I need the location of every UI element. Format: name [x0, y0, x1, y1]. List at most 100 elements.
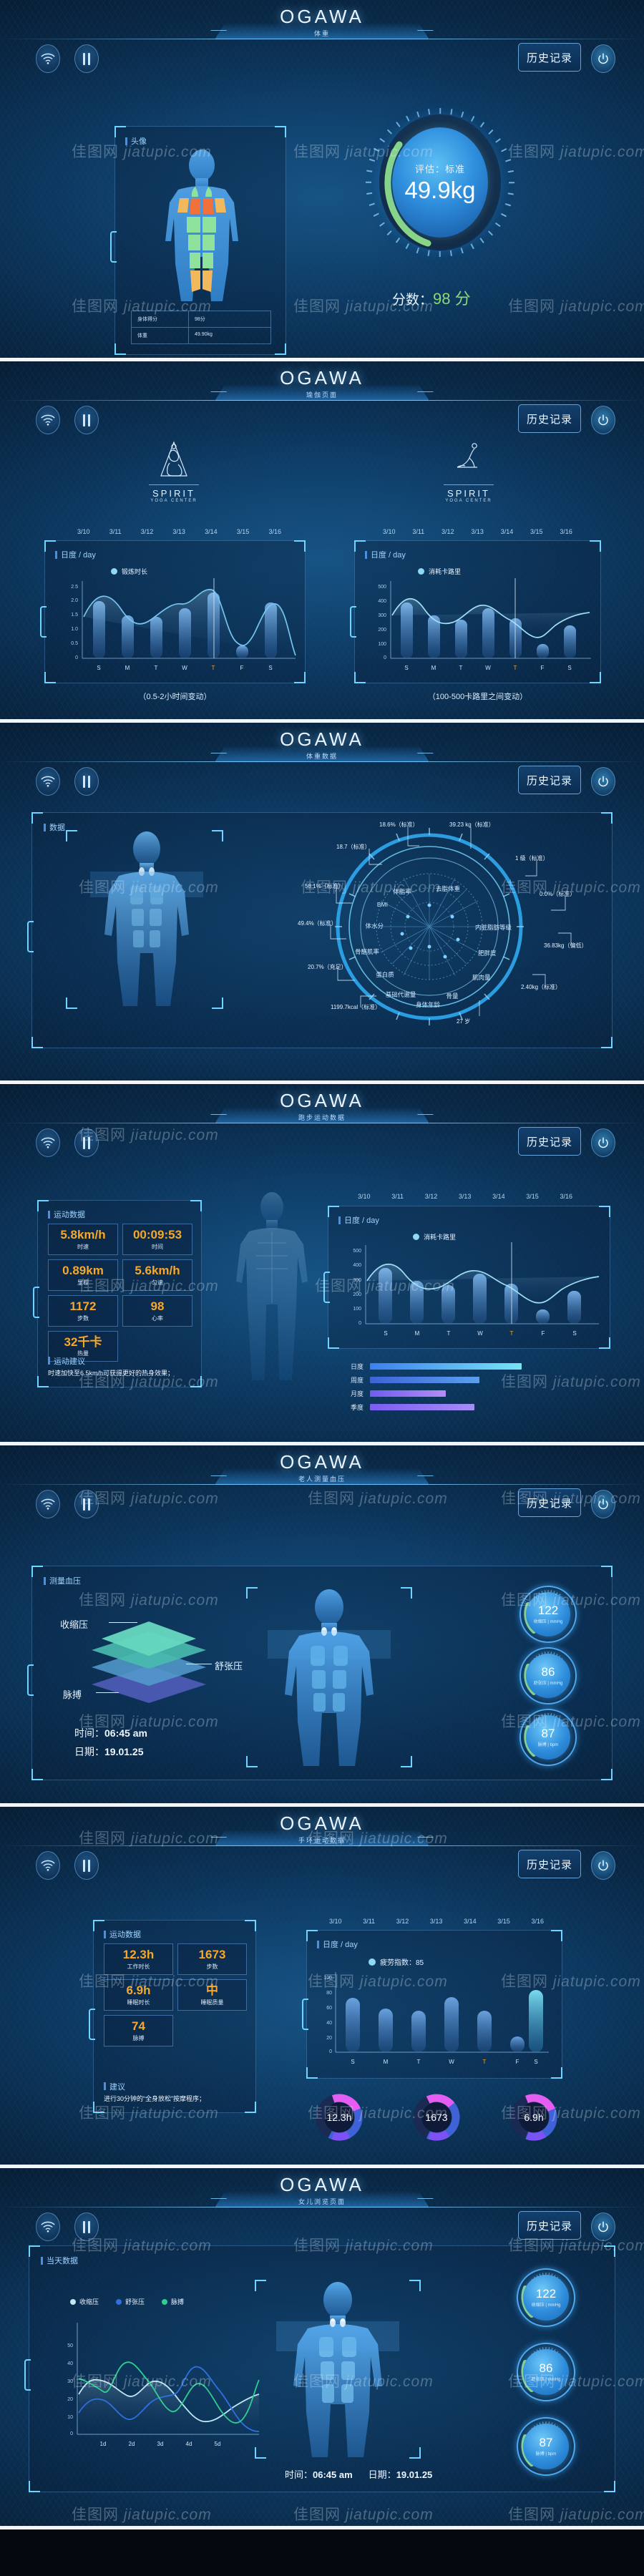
history-button[interactable]: 历史记录 [518, 1850, 581, 1878]
date-row: 日期：19.01.25 [74, 1745, 144, 1759]
advice-text: 进行30分钟的“全身放松”按摩程序； [104, 2094, 206, 2102]
stat-value: 中 [206, 1983, 218, 1997]
gauge-ticks [520, 2272, 572, 2323]
callout: 58.1%（标准） [305, 883, 344, 889]
brand-title: OGAWA [280, 728, 364, 750]
header-line-right [429, 1484, 644, 1485]
calories-chart: 500 400 300 200 100 0 S M T W T F S [378, 578, 591, 671]
scan-bracket-bl [255, 2447, 266, 2459]
wifi-icon[interactable] [36, 767, 60, 796]
card-title: 运动数据 [48, 1209, 85, 1220]
date-row-left: 3/10 3/11 3/12 3/13 3/14 3/15 3/16 [77, 528, 281, 535]
gauge-assess-label: 评估：标准 [414, 163, 465, 175]
stat-label: 睡眠质量 [200, 1999, 224, 2006]
svg-text:BMI: BMI [377, 901, 388, 908]
table-cell-key: 体重 [132, 328, 189, 343]
power-icon[interactable] [591, 1851, 615, 1880]
power-icon[interactable] [591, 406, 615, 434]
history-button[interactable]: 历史记录 [518, 1127, 581, 1156]
stat-value: 74 [132, 2019, 145, 2033]
chart-legend: 锻炼时长 [111, 567, 147, 576]
donut-ring [316, 2094, 363, 2141]
body-figure [165, 150, 238, 301]
pause-icon[interactable] [74, 2212, 99, 2241]
power-icon[interactable] [591, 44, 615, 73]
legend-label: 收缩压 [79, 2298, 99, 2306]
chart-card-calories: 日度 / day 消耗卡路里 500 400 300 200 100 0 [350, 540, 601, 683]
header-bar [215, 385, 429, 401]
stat-label: 里程 [77, 1279, 89, 1286]
wifi-icon[interactable] [36, 2212, 60, 2241]
svg-text:T: T [483, 2059, 487, 2065]
date-tick: 3/10 [383, 528, 396, 535]
stat-work-hours: 12.3h 工作时长 [104, 1943, 173, 1975]
wifi-icon[interactable] [36, 44, 60, 73]
progress-bar-monthly [370, 1390, 446, 1397]
callout: 1 级（标准） [515, 855, 549, 862]
score-row: 分数：98 分 [392, 286, 471, 309]
pause-icon[interactable] [74, 767, 99, 796]
legend-item: 舒张压 [116, 2297, 145, 2306]
wifi-icon[interactable] [36, 1851, 60, 1880]
calories-chart: 500 400 300 200 100 0 S M T W T F S [353, 1242, 600, 1337]
stat-value: 00:09:53 [132, 1228, 182, 1241]
legend-dot [418, 568, 424, 575]
callout: 49.4%（标准） [298, 920, 337, 927]
wifi-icon[interactable] [36, 1490, 60, 1518]
body-figure [268, 1589, 391, 1766]
history-button[interactable]: 历史记录 [518, 2211, 581, 2240]
panel-wristband: OGAWA 手环运动数据 历史记录 运动数据 12.3h 工作时长 1673 [0, 1807, 644, 2168]
history-button[interactable]: 历史记录 [518, 1488, 581, 1517]
power-icon[interactable] [591, 2212, 615, 2241]
gauge-ring [517, 2268, 575, 2327]
legend-label: 消耗卡路里 [424, 1234, 457, 1241]
date-row: 3/10 3/11 3/12 3/13 3/14 3/15 3/16 [329, 1918, 544, 1925]
stat-steps: 1172 步数 [48, 1294, 118, 1327]
table-cell-value: 98分 [195, 317, 205, 322]
svg-text:200: 200 [353, 1292, 361, 1297]
svg-text:2.0: 2.0 [71, 598, 78, 603]
history-button[interactable]: 历史记录 [518, 404, 581, 433]
legend-dot [111, 568, 117, 575]
gauge-ring [519, 1709, 577, 1766]
legend-dot [369, 1958, 376, 1966]
pause-icon[interactable] [74, 1128, 99, 1157]
svg-text:T: T [447, 1330, 451, 1337]
chart-legend: 收缩压 舒张压 脉搏 [70, 2297, 184, 2306]
stat-label: 时速 [77, 1243, 89, 1250]
pause-icon[interactable] [74, 406, 99, 434]
logo-sub: YOGA CENTER [150, 499, 197, 503]
sport-data-card: 运动数据 12.3h 工作时长 1673 步数 6.9h 睡眠时长 中 睡眠质量… [89, 1920, 256, 2113]
power-icon[interactable] [591, 1490, 615, 1518]
svg-text:S: S [268, 665, 272, 671]
svg-text:50: 50 [67, 2343, 73, 2348]
advice-title: 建议 [104, 2081, 245, 2092]
time-group: 时间：06:45 am [285, 2467, 353, 2481]
stat-steps: 1673 步数 [177, 1943, 247, 1975]
pause-icon[interactable] [74, 1490, 99, 1518]
history-button[interactable]: 历史记录 [518, 766, 581, 794]
date-row-right: 3/10 3/11 3/12 3/13 3/14 3/15 3/16 [383, 528, 572, 535]
power-icon[interactable] [591, 1128, 615, 1157]
svg-text:F: F [516, 2059, 519, 2065]
stat-label: 睡眠时长 [127, 1999, 150, 2006]
history-button[interactable]: 历史记录 [518, 43, 581, 72]
svg-text:400: 400 [378, 599, 386, 604]
svg-text:肌肉量: 肌肉量 [472, 974, 491, 981]
time-value: 06:45 am [104, 1727, 147, 1739]
wifi-icon[interactable] [36, 1128, 60, 1157]
scan-bracket-tl [246, 1587, 258, 1599]
watermark: 佳图网 jiatupic.com [508, 298, 644, 315]
svg-text:F: F [240, 665, 244, 671]
pause-icon[interactable] [74, 44, 99, 73]
date-tick: 3/13 [172, 528, 185, 535]
pause-icon[interactable] [74, 1851, 99, 1880]
wifi-icon[interactable] [36, 406, 60, 434]
panel-subtitle: 老人测量血压 [298, 1475, 346, 1483]
watermark: 佳图网 jiatupic.com [508, 2507, 644, 2523]
svg-text:100: 100 [378, 642, 386, 647]
legend-item: 脉搏 [162, 2297, 184, 2306]
svg-text:内脏脂肪等级: 内脏脂肪等级 [475, 924, 512, 931]
scan-bracket-tl [66, 830, 77, 841]
power-icon[interactable] [591, 767, 615, 796]
